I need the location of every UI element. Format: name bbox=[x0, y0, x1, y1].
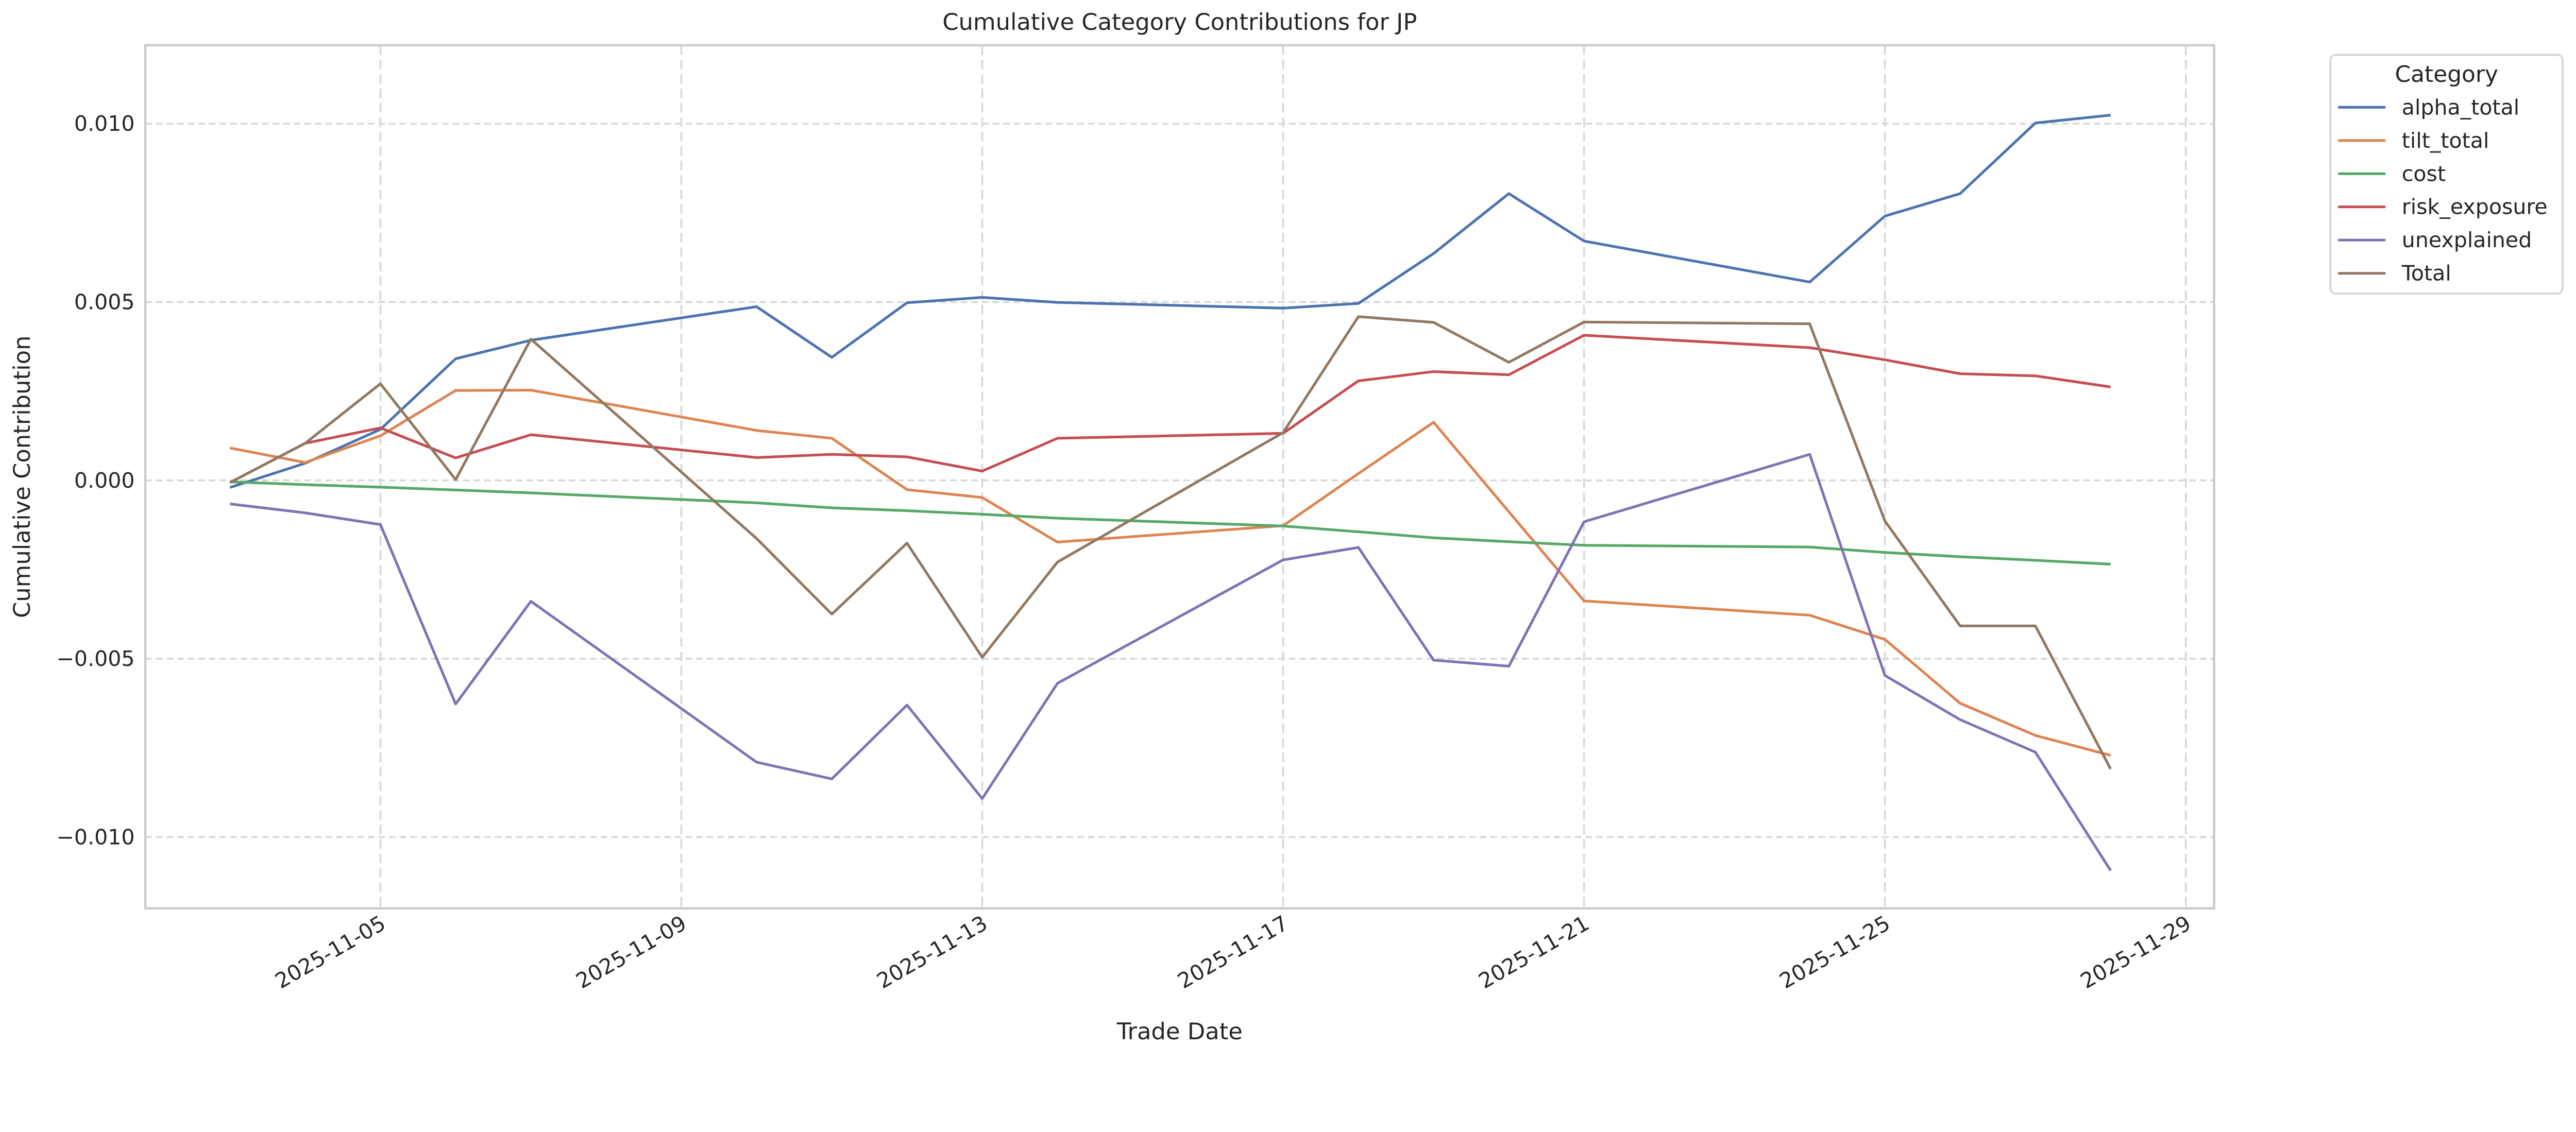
y-tick-label: −0.005 bbox=[57, 646, 135, 671]
legend-label-tilt_total: tilt_total bbox=[2402, 128, 2489, 153]
series-line-cost bbox=[230, 480, 2111, 566]
legend-label-risk_exposure: risk_exposure bbox=[2402, 195, 2548, 219]
plot-frame bbox=[144, 44, 2215, 910]
series-line-Total bbox=[229, 315, 2112, 770]
y-axis-label: Cumulative Contribution bbox=[8, 336, 36, 618]
figure-background bbox=[0, 0, 2576, 1057]
legend-label-unexplained: unexplained bbox=[2402, 228, 2532, 252]
y-tick-label: 0.010 bbox=[74, 111, 135, 136]
series-line-unexplained bbox=[230, 453, 2112, 871]
legend-box bbox=[2329, 54, 2564, 295]
x-axis-label: Trade Date bbox=[1116, 1018, 1243, 1045]
series-line-alpha_total bbox=[229, 114, 2111, 489]
legend-label-Total: Total bbox=[2401, 261, 2451, 286]
y-tick-label: 0.005 bbox=[74, 289, 135, 314]
legend-title: Category bbox=[2395, 61, 2498, 88]
legend-label-alpha_total: alpha_total bbox=[2402, 95, 2519, 119]
y-axis-ticks: 0.010 0.005 0.000 −0.005 −0.010 bbox=[57, 111, 135, 849]
y-tick-label: −0.010 bbox=[57, 825, 135, 849]
y-tick-label: 0.000 bbox=[74, 468, 135, 493]
chart-title: Cumulative Category Contributions for JP bbox=[942, 8, 1417, 36]
legend-label-cost: cost bbox=[2402, 161, 2446, 186]
series-lines bbox=[229, 114, 2112, 871]
